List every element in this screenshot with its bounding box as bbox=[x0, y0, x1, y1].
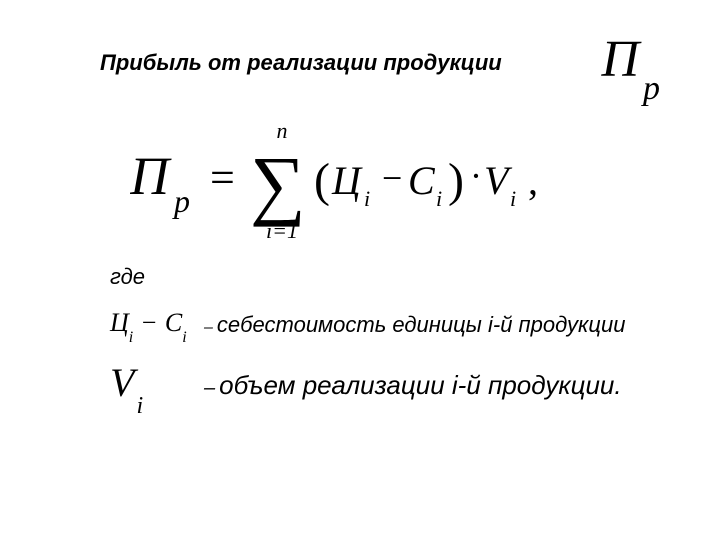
main-formula: П р = n ∑ i=1 ( Ц i − С i ) bbox=[130, 114, 670, 244]
definition-row-2: Vi –объем реализации i-й продукции. bbox=[110, 359, 670, 412]
formula-paren-close: ) bbox=[448, 154, 464, 207]
title-symbol-sub: р bbox=[643, 70, 662, 107]
def2-base: V bbox=[110, 360, 134, 405]
where-label: где bbox=[110, 264, 670, 290]
title-symbol-base: П bbox=[601, 31, 641, 88]
formula-eq: = bbox=[210, 153, 235, 202]
definition-row-1: Цi − Сi –себестоимость единицы i-й проду… bbox=[110, 308, 670, 342]
formula-lhs-sub: р bbox=[172, 183, 190, 219]
definition-text-2: –объем реализации i-й продукции. bbox=[204, 370, 622, 401]
formula-term2-sub: i bbox=[436, 186, 442, 211]
formula-paren-open: ( bbox=[314, 154, 330, 207]
def1-part2-sub: i bbox=[182, 329, 186, 346]
page-title: Прибыль от реализации продукции bbox=[100, 50, 502, 76]
formula-term1-base: Ц bbox=[331, 158, 363, 203]
definition-symbol-2: Vi bbox=[110, 359, 190, 412]
formula-sigma-bottom: i=1 bbox=[266, 218, 298, 243]
formula-v-base: V bbox=[484, 158, 513, 203]
formula-term1-sub: i bbox=[364, 186, 370, 211]
formula-tail: , bbox=[528, 158, 538, 203]
formula-minus: − bbox=[382, 158, 402, 198]
title-row: Прибыль от реализации продукции Пр bbox=[100, 30, 670, 96]
formula-lhs-base: П bbox=[130, 146, 172, 206]
sigma-glyph: ∑ bbox=[250, 140, 306, 227]
formula-v-sub: i bbox=[510, 186, 516, 211]
def1-dash: – bbox=[204, 319, 213, 336]
def1-body: себестоимость единицы i-й продукции bbox=[217, 312, 626, 337]
def1-op: − bbox=[142, 308, 157, 337]
def2-sub: i bbox=[136, 393, 143, 419]
page: Прибыль от реализации продукции Пр П р =… bbox=[0, 0, 720, 540]
definition-symbol-1: Цi − Сi bbox=[110, 308, 190, 342]
formula-term2-base: С bbox=[408, 158, 436, 203]
definition-text-1: –себестоимость единицы i-й продукции bbox=[204, 312, 625, 338]
def1-part1-sub: i bbox=[129, 329, 133, 346]
title-symbol: Пр bbox=[601, 30, 660, 96]
def1-part2-base: С bbox=[165, 308, 182, 337]
formula-svg: П р = n ∑ i=1 ( Ц i − С i ) bbox=[130, 114, 550, 244]
formula-dot: · bbox=[470, 156, 482, 196]
def1-part1-base: Ц bbox=[110, 308, 129, 337]
def2-dash: – bbox=[204, 377, 215, 399]
def2-body: объем реализации i-й продукции. bbox=[219, 370, 621, 400]
